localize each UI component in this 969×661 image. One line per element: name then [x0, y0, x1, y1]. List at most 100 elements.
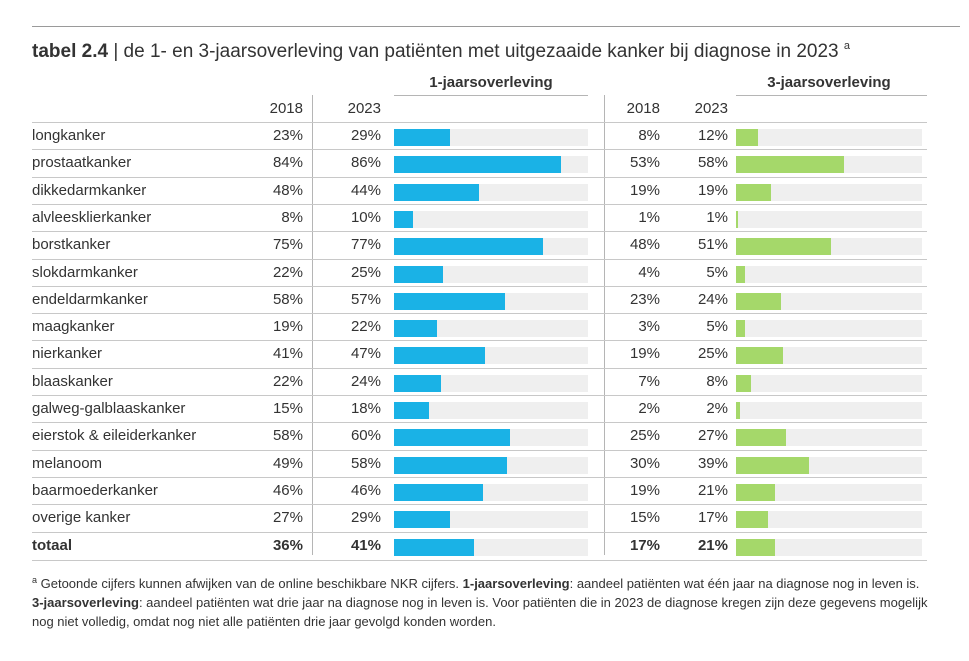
bar-1-year-track [394, 538, 588, 556]
value-1y-2018: 49% [272, 454, 303, 472]
bar-3-year [736, 538, 776, 556]
value-1y-2023: 47% [350, 345, 381, 363]
bar-3-year [736, 402, 740, 419]
footnote-text-3: : aandeel patiënten wat drie jaar na dia… [32, 595, 928, 629]
bar-1-year-track [394, 265, 588, 283]
bar-3-year [736, 265, 746, 283]
table-number: tabel 2.4 [32, 41, 109, 62]
footnote-text-1: Getoonde cijfers kunnen afwijken van de … [37, 576, 463, 591]
bar-1-year-track [394, 429, 588, 447]
value-3y-2018: 25% [629, 427, 660, 445]
row-label: totaal [32, 536, 73, 554]
value-3y-2023: 21% [697, 536, 728, 554]
bar-1-year-track [394, 238, 588, 256]
value-3y-2018: 1% [638, 208, 660, 226]
value-3y-2018: 8% [638, 127, 660, 144]
bar-3-year [736, 292, 781, 310]
year-header-1y-2018: 2018 [269, 100, 303, 117]
value-3y-2018: 2% [638, 400, 660, 417]
table-row: slokdarmkanker 22% 25% 4% 5% [32, 258, 927, 287]
bar-1-year [394, 511, 451, 529]
bar-3-year-track [736, 402, 922, 419]
bar-3-year [736, 210, 738, 228]
footnote: a Getoonde cijfers kunnen afwijken van d… [32, 571, 932, 631]
bar-1-year [394, 292, 505, 310]
bar-1-year-track [394, 347, 588, 365]
bar-1-year-track [394, 292, 588, 310]
footnote-term-3-year: 3-jaarsoverleving [32, 595, 139, 610]
table-row: maagkanker 19% 22% 3% 5% [32, 313, 927, 341]
bar-1-year [394, 374, 441, 392]
value-3y-2023: 12% [697, 127, 728, 144]
value-1y-2023: 22% [350, 318, 381, 336]
row-label: slokdarmkanker [32, 263, 138, 281]
row-label: endeldarmkanker [32, 290, 148, 308]
bar-1-year-track [394, 483, 588, 501]
bar-3-year-track [736, 347, 922, 365]
bar-3-year [736, 483, 776, 501]
bar-3-year-track [736, 320, 922, 338]
bar-3-year-track [736, 292, 922, 310]
value-3y-2023: 5% [706, 318, 728, 336]
bar-1-year-track [394, 402, 588, 419]
row-label: baarmoederkanker [32, 481, 158, 499]
bar-3-year [736, 156, 844, 174]
row-label: borstkanker [32, 236, 111, 254]
value-3y-2023: 8% [706, 372, 728, 390]
title-footnote-marker: a [843, 40, 851, 52]
bar-1-year-track [394, 456, 588, 474]
bar-1-year [394, 456, 507, 474]
bar-1-year [394, 210, 414, 228]
value-3y-2018: 19% [629, 181, 660, 199]
bar-3-year-track [736, 511, 922, 529]
bar-3-year-track [736, 429, 922, 447]
bar-1-year-track [394, 156, 588, 174]
table-row: nierkanker 41% 47% 19% 25% [32, 340, 927, 368]
bar-3-year-track [736, 538, 922, 556]
bar-3-year-track [736, 156, 922, 174]
value-3y-2018: 17% [629, 536, 660, 554]
value-1y-2023: 29% [350, 509, 381, 527]
row-label: melanoom [32, 454, 103, 472]
value-1y-2023: 10% [350, 208, 381, 226]
column-divider-1 [312, 95, 313, 555]
row-label: maagkanker [32, 318, 115, 336]
bar-1-year [394, 265, 443, 283]
value-3y-2023: 58% [697, 154, 728, 172]
bar-3-year-track [736, 265, 922, 283]
value-1y-2023: 60% [350, 427, 381, 445]
value-3y-2018: 19% [629, 481, 660, 499]
row-label: prostaatkanker [32, 154, 132, 172]
value-1y-2023: 29% [350, 127, 381, 144]
value-1y-2018: 84% [272, 154, 303, 172]
bar-3-year [736, 238, 831, 256]
table-row: baarmoederkanker 46% 46% 19% 21% [32, 476, 927, 505]
bar-1-year-track [394, 129, 588, 146]
table-row: eierstok & eileiderkanker 58% 60% 25% 27% [32, 422, 927, 450]
top-rule [32, 26, 960, 27]
title-text: | de 1- en 3-jaarsoverleving van patiënt… [108, 41, 844, 62]
value-1y-2018: 36% [272, 536, 303, 554]
bar-1-year [394, 129, 451, 146]
value-3y-2018: 7% [638, 372, 660, 390]
bar-1-year-track [394, 374, 588, 392]
value-1y-2023: 25% [350, 263, 381, 281]
bar-1-year [394, 347, 486, 365]
bar-3-year-track [736, 210, 922, 228]
table-row: alvleesklierkanker 8% 10% 1% 1% [32, 203, 927, 232]
value-3y-2023: 25% [697, 345, 728, 363]
value-1y-2023: 24% [350, 372, 381, 390]
bar-3-year [736, 511, 768, 529]
group-header-1-year: 1-jaarsoverleving [429, 74, 553, 91]
value-1y-2018: 75% [272, 236, 303, 254]
table-row: borstkanker 75% 77% 48% 51% [32, 231, 927, 259]
value-1y-2018: 46% [272, 481, 303, 499]
bar-1-year [394, 538, 474, 556]
bar-3-year-track [736, 456, 922, 474]
row-label: eierstok & eileiderkanker [32, 427, 197, 445]
value-1y-2023: 77% [350, 236, 381, 254]
row-label: blaaskanker [32, 372, 113, 390]
value-3y-2018: 53% [629, 154, 660, 172]
value-1y-2018: 41% [272, 345, 303, 363]
value-3y-2023: 17% [697, 509, 728, 527]
